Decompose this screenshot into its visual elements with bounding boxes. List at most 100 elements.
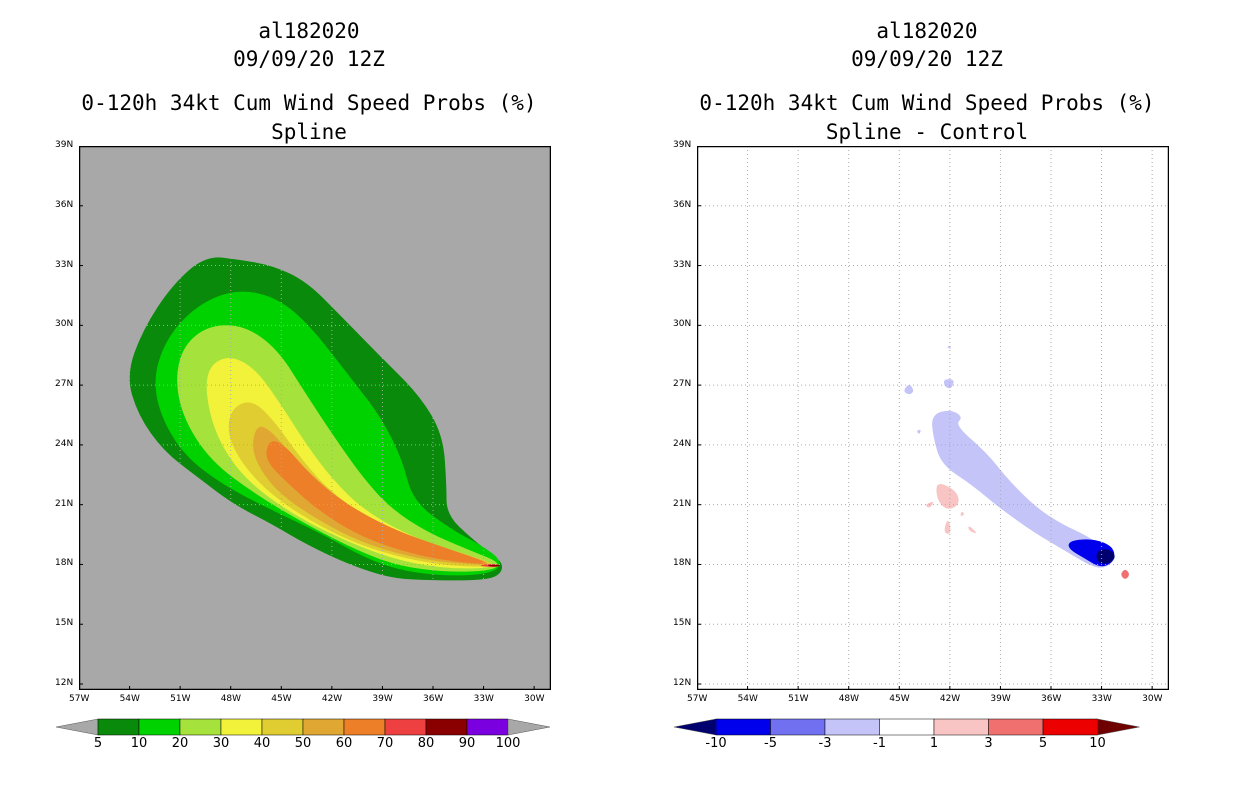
contour-region-60 bbox=[266, 441, 486, 564]
left-title-product: 0-120h 34kt Cum Wind Speed Probs (%) bbox=[81, 91, 537, 115]
plot-frame bbox=[79, 146, 551, 690]
left-colorbar bbox=[56, 718, 551, 736]
x-tick-label: 54W bbox=[119, 694, 140, 704]
y-tick-label: 39N bbox=[55, 140, 74, 150]
colorbar-cell bbox=[988, 718, 1044, 736]
right-colorbar bbox=[674, 718, 1140, 736]
colorbar-label: 60 bbox=[335, 736, 353, 751]
plot-frame bbox=[697, 146, 1169, 690]
x-tick-label: 45W bbox=[889, 694, 910, 704]
x-tick-label: 39W bbox=[372, 694, 393, 704]
x-tick-label: 30W bbox=[1142, 694, 1163, 704]
colorbar-label: 100 bbox=[495, 736, 521, 751]
y-tick-label: 18N bbox=[55, 558, 74, 569]
right-difference-map bbox=[697, 146, 1169, 690]
x-tick-label: 42W bbox=[939, 694, 961, 704]
y-tick-label: 12N bbox=[673, 678, 692, 689]
x-tick-label: 51W bbox=[170, 694, 191, 704]
y-tick-label: 39N bbox=[673, 140, 692, 150]
colorbar-cell bbox=[824, 718, 880, 736]
colorbar-label: 3 bbox=[984, 736, 993, 751]
y-tick-label: 30N bbox=[55, 319, 74, 330]
contour-region-m1 bbox=[917, 429, 921, 434]
x-tick-label: 57W bbox=[687, 694, 708, 704]
x-tick-label: 39W bbox=[990, 694, 1011, 704]
colorbar-cell bbox=[179, 718, 222, 736]
right-title-product: 0-120h 34kt Cum Wind Speed Probs (%) bbox=[699, 91, 1155, 115]
right-map-svg bbox=[697, 146, 1169, 690]
colorbar-cell bbox=[715, 718, 771, 736]
colorbar-label: 80 bbox=[417, 736, 435, 751]
colorbar-label: 5 bbox=[1038, 736, 1048, 751]
y-tick-label: 15N bbox=[55, 618, 74, 629]
y-tick-label: 24N bbox=[55, 438, 74, 449]
contour-region-30 bbox=[206, 358, 492, 569]
right-subtitle: Spline - Control bbox=[825, 120, 1029, 144]
y-tick-label: 21N bbox=[673, 498, 692, 509]
colorbar-arrow-left bbox=[56, 718, 99, 736]
colorbar-cell bbox=[770, 718, 826, 736]
colorbar-label: 40 bbox=[253, 736, 271, 751]
contour-region-m10 bbox=[1096, 549, 1115, 564]
colorbar-label: 30 bbox=[212, 736, 230, 751]
contour-region-3 bbox=[1121, 569, 1129, 579]
x-tick-label: 30W bbox=[524, 694, 545, 704]
x-tick-label: 48W bbox=[838, 694, 860, 704]
colorbar-label: 70 bbox=[376, 736, 394, 751]
colorbar-cell bbox=[302, 718, 345, 736]
colorbar-arrow-right bbox=[1097, 718, 1140, 736]
contour-region-80 bbox=[488, 564, 501, 567]
contour-region-1 bbox=[936, 484, 959, 509]
left-map-svg bbox=[79, 146, 551, 690]
colorbar-cell bbox=[97, 718, 140, 736]
x-tick-label: 42W bbox=[321, 694, 343, 704]
colorbar-cell bbox=[384, 718, 427, 736]
colorbar-label: -3 bbox=[818, 736, 832, 751]
colorbar-label: 20 bbox=[171, 736, 189, 751]
colorbar-label: 90 bbox=[458, 736, 476, 751]
colorbar-cell bbox=[261, 718, 304, 736]
colorbar-label: 5 bbox=[93, 736, 103, 751]
contour-region-1 bbox=[944, 520, 951, 534]
left-subtitle: Spline bbox=[271, 120, 347, 144]
left-title-storm: al182020 bbox=[258, 19, 360, 43]
contour-region-m1 bbox=[904, 385, 914, 395]
colorbar-label: 50 bbox=[294, 736, 312, 751]
contour-region-m1 bbox=[932, 410, 1115, 568]
x-tick-label: 36W bbox=[1041, 694, 1062, 704]
y-tick-label: 24N bbox=[673, 438, 692, 449]
y-tick-label: 36N bbox=[673, 199, 692, 210]
contour-region-1 bbox=[960, 511, 964, 516]
x-tick-label: 48W bbox=[220, 694, 242, 704]
colorbar-label: -1 bbox=[873, 736, 886, 751]
x-tick-label: 33W bbox=[1091, 694, 1112, 704]
left-title-time: 09/09/20 12Z bbox=[233, 47, 385, 71]
y-tick-label: 33N bbox=[55, 259, 74, 270]
x-tick-label: 54W bbox=[737, 694, 758, 704]
colorbar-cell bbox=[220, 718, 263, 736]
colorbar-label: 1 bbox=[929, 736, 939, 751]
x-tick-label: 33W bbox=[473, 694, 494, 704]
contour-region-m1 bbox=[943, 379, 954, 389]
y-tick-label: 27N bbox=[673, 379, 692, 390]
x-tick-label: 45W bbox=[271, 694, 292, 704]
colorbar-cell bbox=[933, 718, 989, 736]
colorbar-label: 10 bbox=[130, 736, 148, 751]
y-tick-label: 27N bbox=[55, 379, 74, 390]
y-tick-label: 15N bbox=[673, 618, 692, 629]
colorbar-label: 10 bbox=[1089, 736, 1106, 751]
colorbar-cell bbox=[1042, 718, 1098, 736]
right-title-storm: al182020 bbox=[876, 19, 978, 43]
colorbar-arrow-left bbox=[674, 718, 717, 736]
y-tick-label: 12N bbox=[55, 678, 74, 689]
contour-region-1 bbox=[968, 526, 976, 534]
y-tick-label: 18N bbox=[673, 558, 692, 569]
left-probability-map bbox=[79, 146, 551, 690]
colorbar-label: -5 bbox=[764, 736, 777, 751]
colorbar-cell bbox=[138, 718, 181, 736]
colorbar-label: -10 bbox=[705, 736, 727, 751]
x-tick-label: 51W bbox=[788, 694, 809, 704]
x-tick-label: 36W bbox=[423, 694, 444, 704]
y-tick-label: 21N bbox=[55, 498, 74, 509]
y-tick-label: 36N bbox=[55, 199, 74, 210]
